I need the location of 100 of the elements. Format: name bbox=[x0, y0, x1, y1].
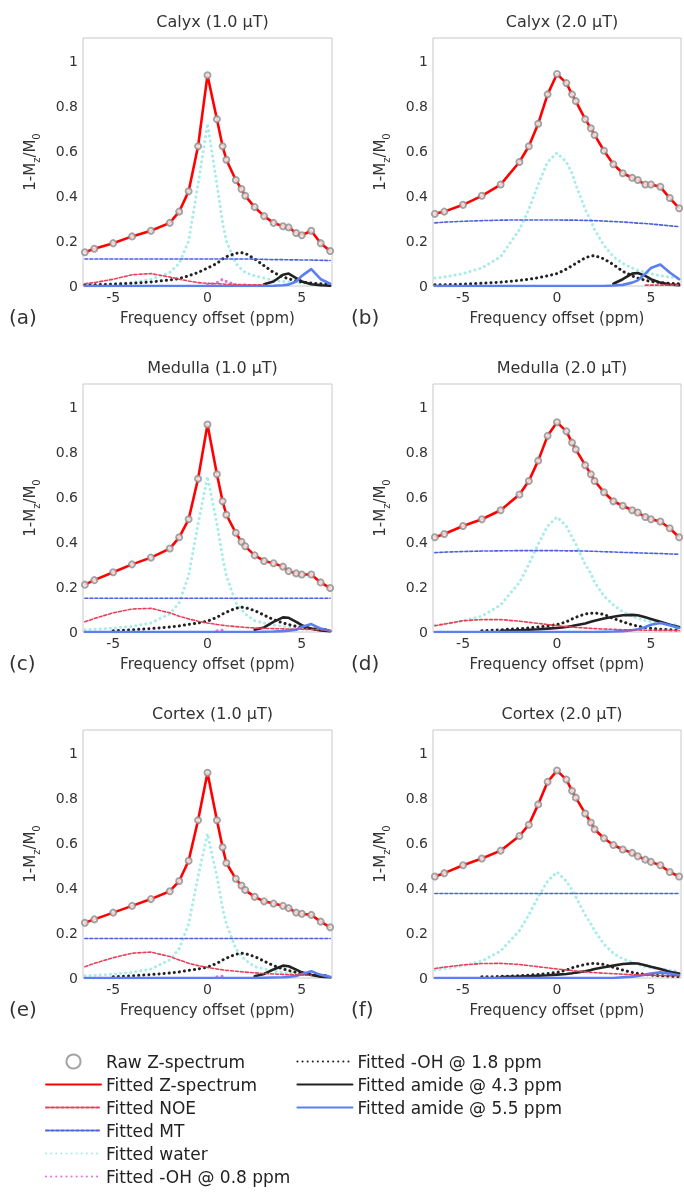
point bbox=[524, 820, 533, 829]
line-series bbox=[434, 962, 680, 977]
point bbox=[250, 551, 259, 560]
x-axis-title: Frequency offset (ppm) bbox=[120, 1000, 295, 1019]
point bbox=[675, 872, 684, 881]
point bbox=[237, 185, 246, 194]
point bbox=[90, 915, 99, 924]
y-tick-label: 0.8 bbox=[405, 789, 428, 806]
point bbox=[586, 470, 595, 479]
point bbox=[175, 533, 184, 542]
x-tick-label: 0 bbox=[203, 289, 212, 305]
point bbox=[212, 115, 221, 124]
y-tick-label: 0 bbox=[419, 624, 428, 640]
point bbox=[571, 445, 580, 454]
point bbox=[430, 209, 439, 218]
point bbox=[90, 244, 99, 253]
y-tick-label: 0.4 bbox=[55, 533, 79, 550]
point bbox=[571, 97, 580, 106]
point bbox=[646, 515, 655, 524]
point bbox=[260, 897, 269, 906]
point bbox=[581, 115, 590, 124]
point bbox=[477, 854, 486, 863]
point bbox=[184, 515, 193, 524]
point bbox=[203, 420, 212, 429]
point bbox=[477, 191, 486, 200]
x-tick-label: 0 bbox=[203, 981, 212, 997]
y-tick-label: 0.2 bbox=[405, 232, 428, 249]
y-tick-label: 0.4 bbox=[405, 533, 429, 550]
y-tick-label: 0 bbox=[69, 970, 78, 986]
y-tick-label: 1 bbox=[419, 398, 428, 415]
legend-label: Fitted water bbox=[106, 1143, 208, 1164]
point bbox=[430, 872, 439, 881]
point bbox=[562, 775, 571, 784]
line-series bbox=[84, 272, 265, 286]
line-series bbox=[433, 263, 681, 288]
y-axis-title: 1-Mz/M0 bbox=[371, 479, 392, 537]
point bbox=[430, 533, 439, 542]
chart-title: Medulla (2.0 µT) bbox=[496, 357, 628, 377]
point bbox=[553, 418, 561, 427]
y-tick-label: 0 bbox=[419, 970, 428, 986]
x-tick-label: 0 bbox=[552, 635, 562, 651]
y-tick-label: 0.2 bbox=[55, 578, 78, 595]
point bbox=[459, 522, 468, 531]
point bbox=[675, 533, 684, 542]
point bbox=[568, 438, 577, 447]
point bbox=[241, 886, 250, 895]
legend-label: Fitted NOE bbox=[106, 1097, 197, 1118]
point bbox=[241, 542, 250, 551]
x-tick-label: -5 bbox=[106, 981, 121, 997]
y-tick-label: 1 bbox=[419, 744, 428, 761]
y-tick-label: 0.4 bbox=[405, 187, 429, 204]
point bbox=[633, 508, 642, 517]
point bbox=[534, 800, 543, 809]
point bbox=[326, 247, 335, 256]
point bbox=[581, 809, 590, 818]
point bbox=[609, 497, 618, 506]
point bbox=[231, 874, 240, 883]
x-axis-title: Frequency offset (ppm) bbox=[120, 308, 295, 327]
point bbox=[553, 766, 561, 775]
point bbox=[194, 816, 203, 825]
point bbox=[543, 90, 552, 99]
point bbox=[641, 513, 650, 522]
point bbox=[218, 843, 227, 852]
legend-label: Raw Z-spectrum bbox=[106, 1051, 246, 1072]
point bbox=[515, 831, 524, 840]
point bbox=[459, 861, 468, 870]
point bbox=[146, 553, 155, 562]
y-tick-label: 1 bbox=[69, 744, 78, 761]
x-tick-label: 5 bbox=[646, 635, 656, 651]
y-tick-label: 1 bbox=[419, 52, 428, 69]
line-series bbox=[84, 607, 331, 631]
point bbox=[562, 427, 571, 436]
chart-title: Cortex (2.0 µT) bbox=[501, 703, 623, 723]
point bbox=[326, 584, 335, 593]
point bbox=[665, 194, 674, 203]
point bbox=[203, 768, 212, 777]
y-tick-label: 0.2 bbox=[405, 924, 428, 941]
chart-title: Calyx (2.0 µT) bbox=[505, 11, 619, 31]
point bbox=[165, 887, 174, 896]
point bbox=[231, 176, 240, 185]
point bbox=[109, 568, 118, 577]
point bbox=[590, 825, 599, 834]
y-tick-label: 0.8 bbox=[405, 443, 428, 460]
point bbox=[218, 497, 227, 506]
point bbox=[292, 229, 301, 238]
x-tick-label: 0 bbox=[552, 289, 562, 305]
point bbox=[440, 529, 449, 538]
point bbox=[260, 212, 269, 221]
point bbox=[599, 488, 608, 497]
point bbox=[633, 176, 642, 185]
line-series bbox=[83, 267, 332, 288]
point bbox=[90, 576, 99, 585]
y-axis-title: 1-Mz/M0 bbox=[371, 133, 392, 191]
point bbox=[165, 218, 174, 227]
point bbox=[212, 816, 221, 825]
point bbox=[515, 490, 524, 499]
x-axis-title: Frequency offset (ppm) bbox=[469, 654, 645, 673]
point bbox=[599, 834, 608, 843]
point bbox=[316, 917, 325, 926]
point bbox=[675, 204, 684, 213]
